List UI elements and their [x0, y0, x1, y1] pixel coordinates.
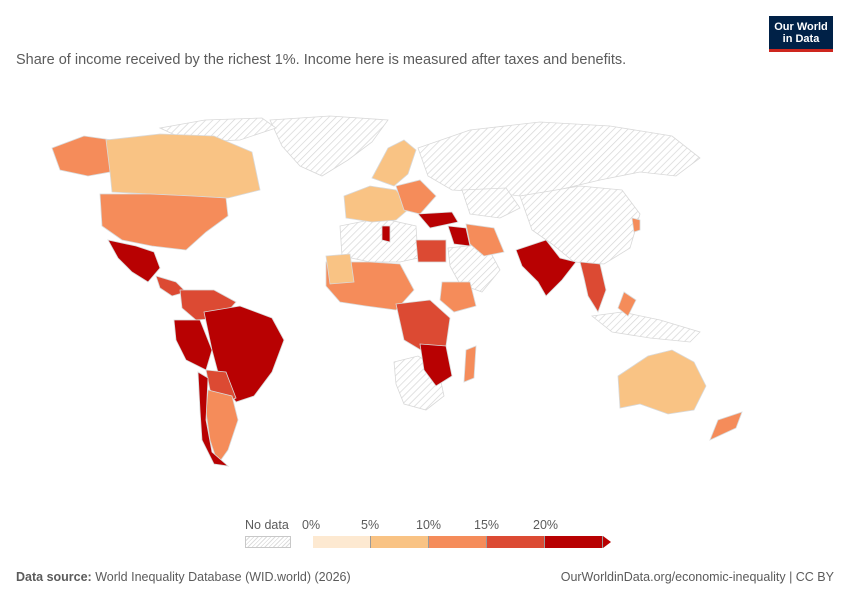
iraq-region[interactable] — [447, 225, 471, 247]
canada-region[interactable] — [105, 133, 261, 199]
russia-region[interactable] — [417, 121, 701, 197]
egypt-region[interactable] — [415, 239, 447, 263]
logo-line-1: Our World — [774, 21, 828, 33]
mexico-region[interactable] — [107, 239, 161, 283]
eastern-europe-region[interactable] — [395, 179, 437, 215]
legend-tick-0: 0% — [302, 518, 321, 532]
united-states-region[interactable] — [99, 193, 229, 251]
scandinavia-region[interactable] — [371, 139, 417, 187]
legend-color-scale — [313, 536, 611, 548]
legend-bin-10-15[interactable] — [429, 536, 487, 548]
logo-line-2: in Data — [782, 33, 820, 45]
chart-subtitle: Share of income received by the richest … — [16, 52, 627, 68]
madagascar-region[interactable] — [463, 345, 477, 383]
southeast-asia-region[interactable] — [579, 261, 607, 313]
greenland-region[interactable] — [269, 115, 389, 177]
owid-logo[interactable]: Our World in Data — [769, 16, 833, 52]
tunisia-region[interactable] — [381, 225, 391, 243]
kazakhstan-region[interactable] — [461, 187, 521, 219]
footer-link[interactable]: OurWorldinData.org/economic-inequality |… — [560, 570, 834, 584]
turkey-region[interactable] — [417, 211, 459, 229]
central-america-region[interactable] — [155, 275, 187, 297]
argentina-region[interactable] — [205, 389, 239, 465]
north-africa-region[interactable] — [339, 217, 419, 263]
legend-tick-10: 10% — [416, 518, 442, 532]
legend-bin-20-plus[interactable] — [545, 536, 603, 548]
australia-region[interactable] — [617, 349, 707, 415]
legend-tick-15: 15% — [474, 518, 500, 532]
alaska-region[interactable] — [51, 135, 113, 177]
philippines-region[interactable] — [617, 291, 637, 317]
iran-region[interactable] — [465, 223, 505, 257]
legend-no-data-swatch[interactable] — [245, 536, 291, 548]
legend-scale-arrow — [603, 536, 611, 548]
peru-ecuador-region[interactable] — [173, 319, 213, 371]
legend-bin-15-20[interactable] — [487, 536, 545, 548]
western-europe-region[interactable] — [343, 185, 411, 223]
chile-region[interactable] — [197, 371, 230, 467]
mozambique-region[interactable] — [419, 343, 453, 387]
legend-tick-20: 20% — [533, 518, 559, 532]
legend-bin-5-10[interactable] — [371, 536, 429, 548]
korea-region[interactable] — [631, 217, 641, 233]
footer-source-text: World Inequality Database (WID.world) (2… — [95, 570, 351, 584]
india-region[interactable] — [515, 239, 577, 297]
legend-no-data-label: No data — [245, 518, 289, 532]
ethiopia-region[interactable] — [439, 281, 477, 313]
footer-source-label: Data source: — [16, 570, 92, 584]
legend-bin-0-5[interactable] — [313, 536, 371, 548]
legend-tick-5: 5% — [361, 518, 380, 532]
china-region[interactable] — [519, 185, 641, 265]
new-zealand-region[interactable] — [709, 411, 743, 441]
footer-source: Data source: World Inequality Database (… — [16, 570, 351, 584]
indonesia-region[interactable] — [591, 311, 701, 343]
mali-region[interactable] — [325, 253, 355, 285]
